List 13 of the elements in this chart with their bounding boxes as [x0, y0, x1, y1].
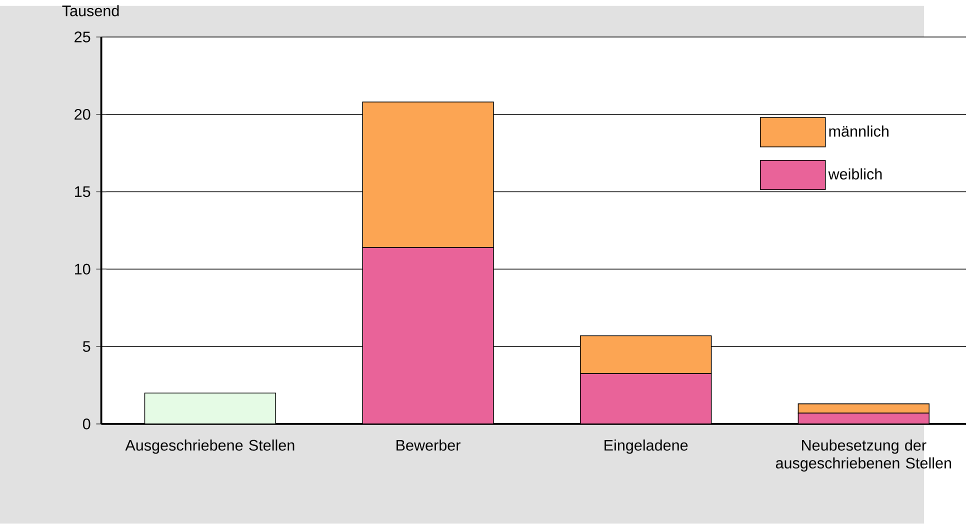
legend-label: weiblich [828, 168, 882, 180]
legend-label: männlich [829, 126, 888, 137]
x-tick-label: Bewerber [396, 440, 460, 451]
x-tick-label: Neubesetzung der ausgeschriebenen Stellen [776, 440, 952, 472]
y-tick-label: 0 [82, 418, 90, 430]
x-tick-label: Ausgeschriebene Stellen [125, 440, 294, 454]
y-tick-label: 25 [74, 32, 90, 42]
y-axis-title: Tausend [62, 5, 119, 16]
x-tick-label: Eingeladene [604, 440, 688, 454]
y-tick-label: 5 [82, 341, 90, 352]
y-tick-label: 15 [75, 186, 90, 198]
y-tick-label: 10 [75, 264, 90, 275]
y-tick-label: 20 [74, 109, 90, 120]
